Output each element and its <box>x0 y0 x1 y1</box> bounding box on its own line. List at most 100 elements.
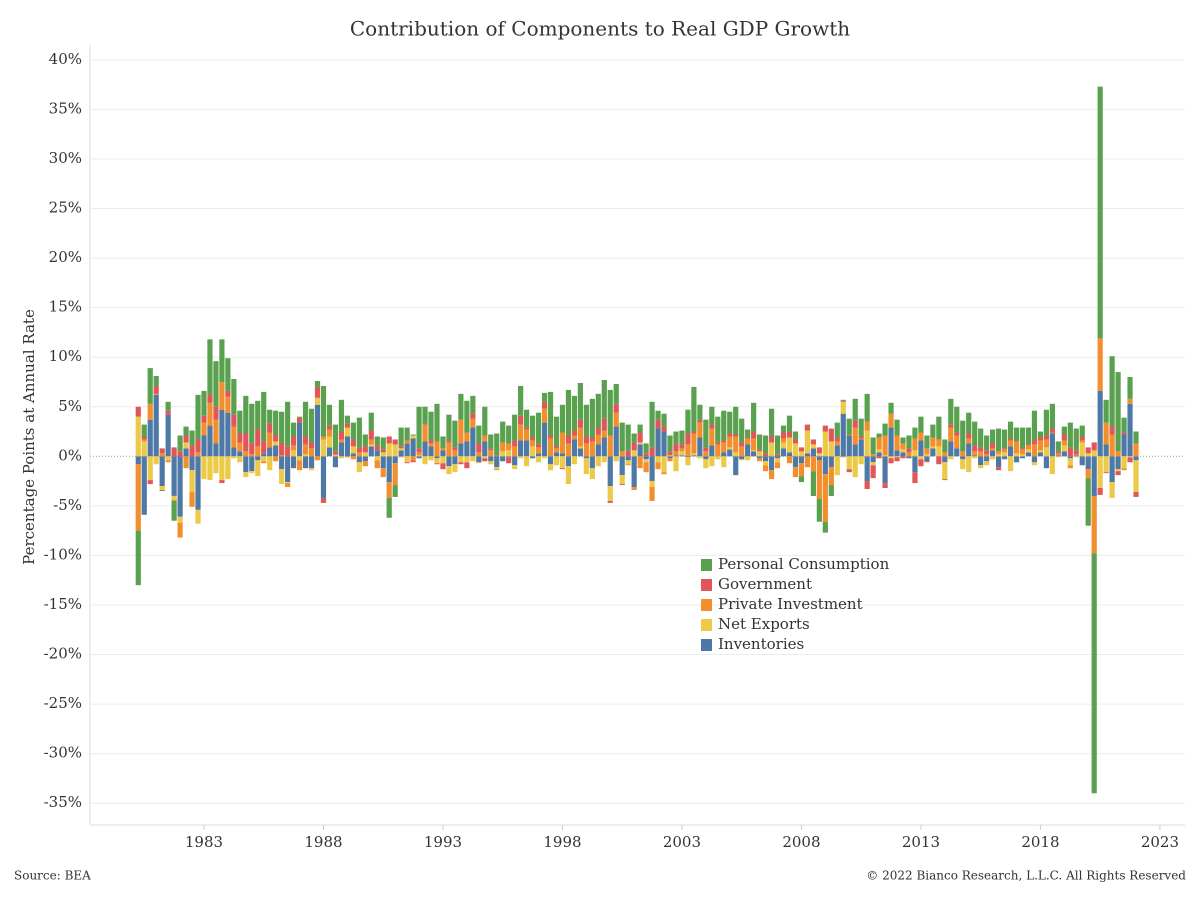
bar-segment <box>189 445 195 457</box>
bar-segment <box>386 482 392 498</box>
bar-segment <box>978 456 984 466</box>
bar-segment <box>494 455 500 457</box>
bar-segment <box>1103 399 1109 423</box>
bar-segment <box>1061 434 1067 441</box>
bar-segment <box>990 443 996 449</box>
bar-segment <box>1019 449 1026 455</box>
bar-segment <box>852 420 858 428</box>
bar-segment <box>506 456 512 458</box>
bar-segment <box>512 465 518 470</box>
y-tick-label: -30% <box>44 744 82 762</box>
bar-segment <box>816 447 822 454</box>
bar-segment <box>894 457 900 462</box>
bar-segment <box>667 435 673 452</box>
bar-segment <box>464 462 470 469</box>
bar-segment <box>912 427 918 439</box>
y-tick-label: -20% <box>44 645 82 663</box>
bar-segment <box>798 456 805 464</box>
bar-segment <box>774 456 781 459</box>
bar-segment <box>978 465 984 469</box>
bar-segment <box>876 452 882 457</box>
bar-segment <box>314 404 321 457</box>
bar-segment <box>906 448 912 453</box>
bar-segment <box>739 446 745 457</box>
bar-segment <box>631 433 637 443</box>
bar-segment <box>1109 356 1115 427</box>
bar-segment <box>225 396 231 413</box>
x-tick-label: 1988 <box>304 833 342 851</box>
bar-segment <box>243 433 249 452</box>
bar-segment <box>852 398 858 421</box>
bar-segment <box>553 446 560 449</box>
bar-segment <box>1109 456 1115 483</box>
bar-segment <box>661 426 667 432</box>
bar-segment <box>1043 456 1049 469</box>
bar-segment <box>1091 442 1097 451</box>
bar-segment <box>189 456 195 471</box>
bar-segment <box>1121 468 1127 471</box>
bar-segment <box>231 447 237 457</box>
bar-segment <box>816 498 822 522</box>
bar-segment <box>512 456 518 466</box>
bar-segment <box>852 427 858 445</box>
y-tick-label: 20% <box>49 248 82 266</box>
bar-segment <box>918 456 924 460</box>
bar-segment <box>613 403 619 413</box>
bar-segment <box>768 442 775 457</box>
bar-segment <box>858 438 864 440</box>
bar-segment <box>942 452 948 457</box>
bar-segment <box>296 416 303 418</box>
bar-segment <box>219 480 225 484</box>
bar-segment <box>344 427 350 437</box>
bar-segment <box>571 395 578 431</box>
bar-segment <box>500 442 506 452</box>
bar-segment <box>135 530 141 586</box>
bar-segment <box>261 456 267 462</box>
x-tick-label: 2008 <box>782 833 820 851</box>
y-tick-label: 35% <box>49 99 82 117</box>
bar-segment <box>314 397 321 405</box>
bar-segment <box>930 424 936 438</box>
copyright: © 2022 Bianco Research, L.L.C. All Right… <box>866 869 1186 883</box>
bar-segment <box>147 403 153 420</box>
bar-segment <box>715 456 721 460</box>
bar-segment <box>302 436 309 445</box>
bar-segment <box>936 416 942 440</box>
bar-segment <box>559 432 566 454</box>
bar-segment <box>607 456 613 487</box>
bar-segment <box>1097 456 1103 489</box>
bar-segment <box>488 461 494 465</box>
bar-segment <box>356 447 362 453</box>
bar-segment <box>995 454 1002 457</box>
bar-segment <box>159 486 165 491</box>
bar-segment <box>900 437 906 444</box>
bar-segment <box>595 456 601 467</box>
y-axis-label: Percentage Points at Annual Rate <box>20 309 38 565</box>
bar-segment <box>1097 390 1103 457</box>
bar-segment <box>912 450 918 457</box>
bar-segment <box>416 406 422 449</box>
bar-segment <box>237 456 243 463</box>
bar-segment <box>380 437 386 450</box>
bar-segment <box>476 443 482 453</box>
bar-segment <box>135 406 141 417</box>
bar-segment <box>392 456 398 464</box>
bar-segment <box>177 522 183 538</box>
bar-segment <box>1049 433 1055 457</box>
bar-segment <box>320 439 327 457</box>
bar-segment <box>798 463 805 477</box>
bar-segment <box>171 495 177 500</box>
bar-segment <box>237 433 243 443</box>
bar-segment <box>344 423 350 428</box>
bar-segment <box>482 435 488 442</box>
legend-swatch <box>701 619 712 631</box>
bar-segment <box>691 386 697 432</box>
bar-segment <box>273 410 279 435</box>
bar-segment <box>1001 449 1008 453</box>
bar-segment <box>356 452 362 457</box>
bar-segment <box>918 416 924 433</box>
bar-segment <box>452 456 458 465</box>
bar-segment <box>547 456 554 465</box>
bar-segment <box>984 450 990 455</box>
